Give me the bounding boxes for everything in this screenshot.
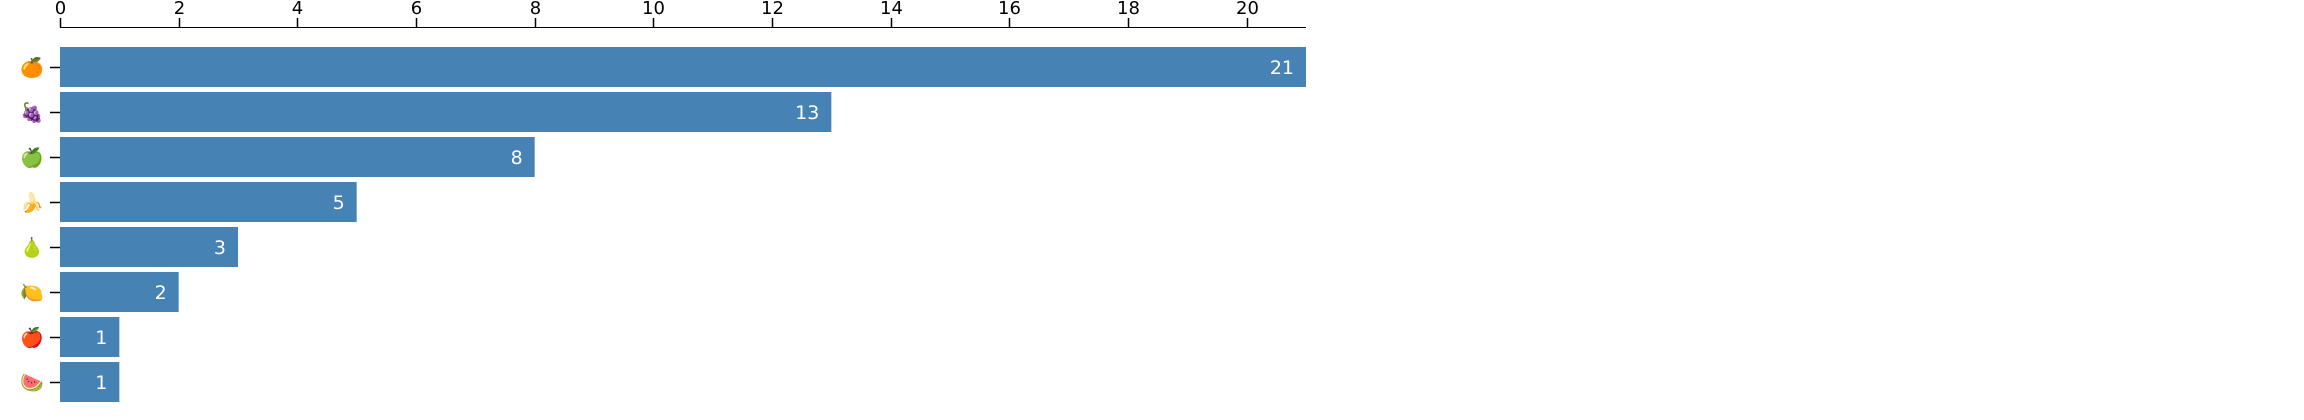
data-label: 1 xyxy=(95,372,107,394)
category-label: 🍋 xyxy=(20,282,44,304)
x-tick-label: 14 xyxy=(880,0,903,19)
category-label: 🍏 xyxy=(20,146,44,169)
data-label: 2 xyxy=(155,282,167,304)
category-label: 🍇 xyxy=(20,101,44,124)
data-label: 5 xyxy=(333,192,345,214)
x-tick-label: 6 xyxy=(411,0,422,19)
x-tick-label: 0 xyxy=(55,0,66,19)
x-tick-label: 20 xyxy=(1236,0,1259,19)
x-axis: 0 2 4 6 8 10 12 14 16 18 20 xyxy=(55,0,1306,28)
category-label: 🍌 xyxy=(20,191,44,214)
data-label: 13 xyxy=(795,102,819,124)
data-label: 1 xyxy=(95,327,107,349)
bar xyxy=(60,47,1306,87)
bar xyxy=(60,272,179,312)
x-tick-label: 18 xyxy=(1117,0,1140,19)
bar xyxy=(60,182,357,222)
bar xyxy=(60,362,120,402)
y-axis: 🍊 🍇 🍏 🍌 🍐 🍋 🍎 🍉 xyxy=(20,56,60,394)
category-label: 🍉 xyxy=(20,372,44,394)
category-label: 🍐 xyxy=(20,236,44,259)
x-tick-label: 4 xyxy=(292,0,303,19)
bar xyxy=(60,227,238,267)
x-tick-label: 10 xyxy=(642,0,665,19)
bar xyxy=(60,137,535,177)
x-tick-label: 12 xyxy=(761,0,784,19)
bar xyxy=(60,92,832,132)
bars xyxy=(60,47,1306,402)
data-label: 8 xyxy=(511,147,523,169)
data-label: 3 xyxy=(214,237,226,259)
data-label: 21 xyxy=(1270,57,1294,79)
category-label: 🍊 xyxy=(20,56,45,79)
x-tick-label: 8 xyxy=(530,0,541,19)
x-tick-label: 2 xyxy=(174,0,185,19)
x-tick-label: 16 xyxy=(998,0,1021,19)
bar xyxy=(60,317,120,357)
category-label: 🍎 xyxy=(20,326,44,349)
